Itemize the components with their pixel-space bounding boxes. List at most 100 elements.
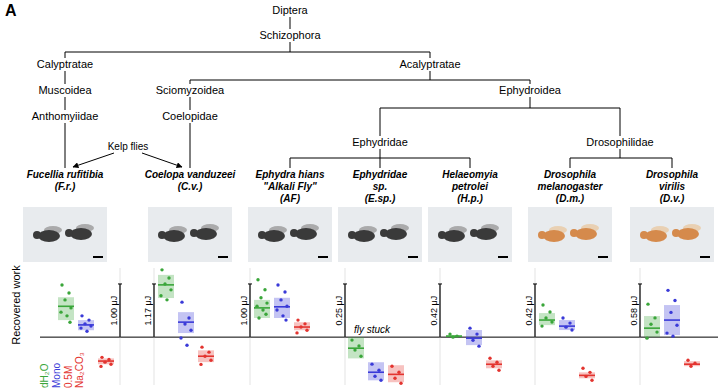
point [275,308,278,311]
point [79,326,82,329]
tree-edge [65,71,66,78]
tree-edge [620,149,621,158]
fly-body [677,228,699,240]
point [281,314,284,317]
tree-edge [65,52,430,53]
point [283,290,286,293]
point [350,338,353,341]
box [158,275,174,298]
legend-label: Mono [51,363,62,388]
tree-node: Ephydridae [352,136,408,148]
species-label: petrolei [451,181,488,192]
fly-head [640,231,648,239]
scale-bar-label: 0.58 μJ [629,296,639,326]
point [265,301,268,304]
point [377,369,380,372]
species-label: (E.sp.) [365,193,396,204]
axis-range [154,268,155,385]
strip-data [348,337,404,385]
point [107,358,110,361]
box [58,297,74,320]
point [370,362,373,365]
species-label: virilis [659,181,686,192]
box [388,365,404,382]
point [359,355,362,358]
scale-bar [439,284,440,337]
strip-panel: 0.42 μJ [524,268,595,385]
axis-range [640,268,641,385]
point [200,345,203,348]
fly-body [443,230,465,242]
fly-head [570,229,578,237]
tree-node: Calyptratae [37,58,93,70]
fly-body [575,228,597,240]
mean-line [198,355,214,357]
species-label: Ephydridae [353,169,408,180]
point [264,313,267,316]
strip-data [446,326,502,372]
mean-line [664,319,680,321]
point [67,291,70,294]
tree-edge [380,149,381,158]
strip-data [644,289,700,368]
scale-bar-label: 0.25 μJ [334,296,344,326]
species-label: (D.m.) [556,193,585,204]
point [495,361,498,364]
axis-range [440,268,441,385]
fly-body [263,230,285,242]
tree-node: Acalyptratae [399,58,460,70]
point [497,369,500,372]
tree-node: Sciomyzoidea [156,84,225,96]
point [570,328,573,331]
fly-head [158,231,166,239]
scale-bar-label: 1.00 μJ [239,296,249,326]
tree-edge [380,108,620,109]
tree-edge [290,17,291,28]
strip-panel: 1.00 μJ [239,268,310,385]
fly-body [645,230,667,242]
point [169,288,172,291]
point [203,355,206,358]
point [296,318,299,321]
species-label: Coelopa vanduzeei [145,169,236,180]
box [254,300,270,318]
point [159,294,162,297]
fly-body [543,230,565,242]
photo-scale-bar [408,256,418,258]
point [285,305,288,308]
photo-scale-bar [700,256,710,258]
fly-head [470,229,478,237]
point [209,359,212,362]
point [390,365,393,368]
point [259,296,262,299]
photo [148,207,232,262]
tree-edge [380,158,381,168]
point [448,332,451,335]
scale-bar [119,284,120,337]
scale-bar-label: 1.17 μJ [143,296,153,326]
species-label: Fucellia rufitibia [27,169,104,180]
tree-edge [65,123,66,140]
tree-edge [530,97,531,108]
point [468,326,471,329]
species-label: (AF) [280,193,301,204]
scale-bar-cap [152,283,156,284]
strip-panel: 1.17 μJ [143,268,214,385]
photo-scale-bar [93,256,103,258]
baseline [40,337,718,338]
point [477,344,480,347]
point [299,325,302,328]
tree-node: Schizophora [259,29,321,41]
point [649,323,652,326]
fly-body [195,228,217,240]
species-label: Helaeomyia [442,169,498,180]
fly-head [380,229,388,237]
tree-edge [65,97,66,104]
fly-body [295,228,317,240]
scale-bar [534,284,535,337]
photo [248,207,332,262]
point [471,338,474,341]
fly-head [190,229,198,237]
photo-scale-bar [598,256,608,258]
y-axis-label: Recovered work [10,265,22,345]
